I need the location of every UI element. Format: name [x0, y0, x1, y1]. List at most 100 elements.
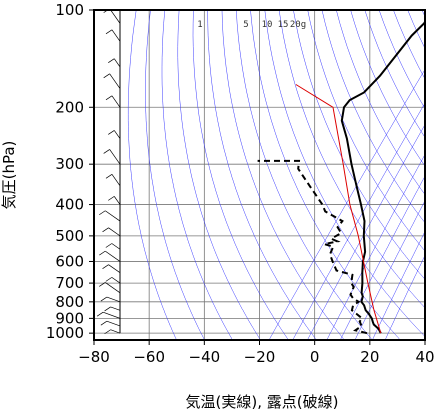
dry-adiabat — [321, 10, 425, 224]
dry-adiabat — [293, 10, 425, 280]
wind-barb — [111, 95, 121, 108]
dry-adiabat — [278, 10, 425, 309]
dry-adiabat — [221, 10, 345, 340]
wind-barb — [105, 210, 121, 222]
wind-barb-flag — [99, 210, 106, 216]
mixing-ratio-layer — [268, 68, 425, 340]
mixing-ratio-label: 5 — [243, 20, 248, 30]
dry-adiabat — [378, 10, 425, 109]
wind-barb-flag — [104, 329, 111, 335]
x-axis-title: 気温(実線), 露点(破線) — [186, 393, 339, 411]
wind-barb-flag — [108, 130, 115, 135]
temperature-line — [340, 19, 425, 334]
wind-barb — [119, 10, 120, 11]
y-tick-label: 100 — [55, 1, 84, 19]
dry-adiabat — [177, 10, 261, 340]
x-tick-label: 40 — [415, 348, 434, 366]
wind-barb — [111, 174, 121, 187]
mixing-ratio-line — [339, 175, 425, 340]
x-tick-label: −20 — [244, 348, 276, 366]
wind-barb-flag — [105, 243, 113, 248]
wind-barb — [113, 130, 121, 139]
y-tick-label: 1000 — [46, 324, 84, 342]
mixing-ratio-label: 1 — [197, 20, 202, 30]
dry-adiabat — [207, 10, 317, 340]
mixing-ratio-line — [307, 124, 425, 340]
wind-barb-flag — [105, 95, 113, 101]
mixing-ratio-line — [292, 102, 425, 340]
wind-barb-flag — [102, 227, 109, 233]
y-tick-label: 500 — [55, 227, 84, 245]
wind-barb — [111, 277, 121, 284]
mixing-ratio-label: 10 — [262, 20, 273, 30]
wind-barb — [106, 320, 121, 327]
y-tick-label: 900 — [55, 309, 84, 327]
dry-adiabat — [307, 10, 425, 252]
wind-barb-flag — [102, 264, 109, 269]
mixing-ratio-label: 15 — [278, 20, 289, 30]
dry-adiabat — [350, 10, 425, 167]
x-tick-label: 20 — [360, 348, 379, 366]
wind-barb — [113, 58, 121, 68]
wind-barb — [110, 306, 121, 311]
mixing-ratio-line — [326, 153, 425, 340]
wind-barb — [105, 250, 121, 262]
wind-barb-flag — [108, 2, 114, 6]
dry-adiabat — [236, 10, 373, 340]
wind-barb-flag — [96, 311, 104, 317]
mixing-ratio-line — [354, 200, 425, 340]
dry-adiabat — [250, 10, 401, 340]
wind-barb — [105, 282, 121, 294]
grid-layer — [94, 10, 425, 340]
wind-barb — [111, 243, 121, 250]
wind-barb — [108, 227, 121, 237]
wind-barb-flag — [105, 29, 113, 35]
y-tick-label: 600 — [55, 252, 84, 270]
y-tick-label: 700 — [55, 274, 84, 292]
wind-barb-flag — [108, 58, 115, 64]
x-tick-label: −40 — [189, 348, 221, 366]
wind-barb — [111, 29, 121, 42]
mixing-ratio-line — [372, 230, 425, 340]
wind-barb-flag — [105, 174, 113, 179]
wind-barb — [108, 264, 121, 273]
dry-adiabat — [421, 10, 425, 18]
wind-barb-flag — [100, 296, 108, 302]
wind-barb-flag — [99, 282, 106, 287]
x-tick-layer: −80 −60 −40 −20 0 20 40 — [78, 340, 435, 366]
mixing-ratio-label: 20g — [290, 20, 306, 30]
wind-barb — [113, 196, 121, 205]
dry-adiabat-layer — [127, 10, 425, 340]
wind-barb-flag — [100, 320, 108, 326]
dry-adiabat — [161, 10, 233, 340]
x-tick-label: −60 — [133, 348, 165, 366]
wind-barb — [109, 149, 121, 165]
wind-barb — [102, 311, 121, 319]
dry-adiabat — [407, 10, 425, 49]
dry-adiabat — [393, 10, 425, 80]
dry-adiabat — [127, 10, 177, 340]
y-tick-label: 200 — [55, 98, 84, 116]
wind-barb-flag — [104, 306, 111, 312]
y-tick-label: 400 — [55, 196, 84, 214]
dry-adiabat — [336, 10, 425, 195]
wind-barb-flag — [103, 73, 110, 79]
dry-adiabat — [145, 10, 205, 340]
dry-adiabat — [192, 10, 289, 340]
y-axis-title: 気圧(hPa) — [0, 141, 18, 210]
wind-barb-flag — [99, 250, 106, 256]
x-tick-label: −80 — [78, 348, 110, 366]
wind-barb-flag — [108, 196, 115, 201]
series-layer — [257, 19, 425, 335]
y-tick-label: 800 — [55, 293, 84, 311]
wind-barb — [109, 73, 121, 89]
wind-barb-layer — [96, 2, 121, 335]
dry-adiabat — [264, 10, 425, 337]
y-tick-label: 300 — [55, 155, 84, 173]
wind-barb-flag — [103, 149, 110, 154]
wind-barb — [106, 296, 121, 303]
wind-barb-flag — [105, 277, 113, 282]
